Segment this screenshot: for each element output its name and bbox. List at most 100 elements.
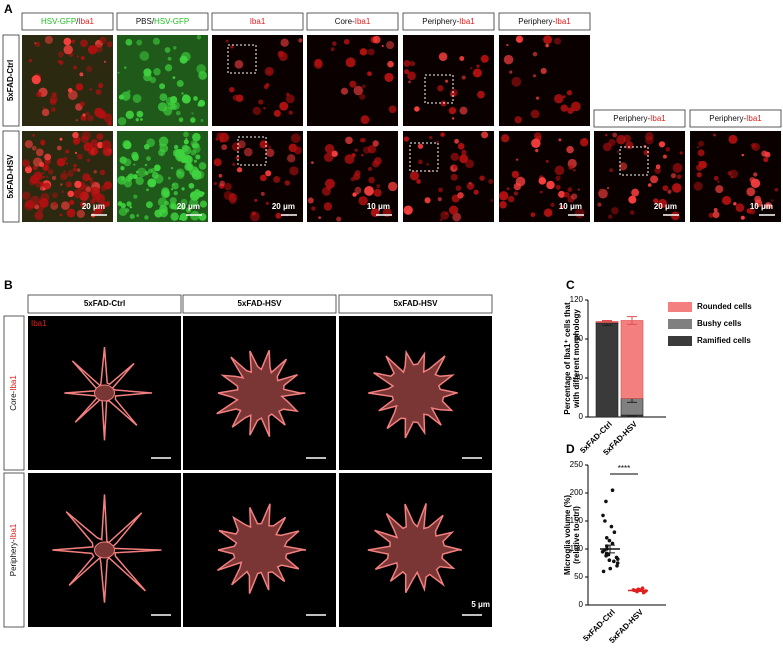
cell [359, 197, 362, 200]
cell [95, 193, 106, 204]
cell [265, 201, 269, 205]
cell [232, 94, 239, 101]
cell [368, 176, 375, 184]
cell [454, 138, 459, 144]
y-tick-label: 150 [570, 516, 584, 525]
cell [288, 110, 293, 115]
cell [662, 154, 667, 159]
cell [170, 188, 173, 191]
cell [560, 104, 568, 112]
cell [139, 51, 150, 61]
cell [708, 212, 714, 218]
cell [352, 192, 357, 197]
cell [503, 54, 514, 65]
cell [188, 182, 195, 189]
cell [479, 175, 485, 181]
cell [344, 154, 355, 165]
header-box [498, 12, 591, 31]
render [339, 316, 492, 470]
cell [39, 199, 45, 205]
cell [35, 181, 42, 188]
cell [120, 202, 126, 209]
label-text: Iba1 [250, 17, 266, 26]
cell [260, 191, 265, 196]
cell [154, 174, 164, 184]
cell [32, 157, 43, 167]
cell [658, 141, 666, 148]
cell [192, 132, 201, 142]
render [183, 316, 336, 470]
cell [50, 107, 56, 112]
cell [35, 148, 44, 157]
cell [628, 195, 637, 204]
cell [293, 146, 302, 155]
cell [35, 41, 41, 47]
cell [407, 71, 416, 81]
cell [530, 109, 540, 119]
cell [388, 105, 397, 114]
cell [198, 213, 207, 221]
cell [418, 159, 423, 165]
cell [574, 208, 585, 219]
cell [307, 197, 314, 204]
cell [554, 94, 564, 104]
data-point [612, 530, 617, 534]
cell [440, 132, 445, 137]
cell [129, 213, 135, 220]
cell [230, 45, 234, 49]
cell [215, 138, 219, 141]
legend-label: Bushy cells [697, 319, 742, 328]
cell [185, 137, 188, 140]
cell [749, 208, 756, 215]
cell [336, 216, 342, 222]
cell [180, 155, 189, 164]
cell [774, 187, 779, 192]
cell [185, 163, 193, 171]
cell [164, 64, 173, 72]
cell [159, 83, 166, 90]
y-tick-label: 0 [579, 412, 584, 421]
data-point [615, 564, 619, 568]
cell [268, 145, 272, 149]
cell [83, 142, 93, 152]
cell [120, 166, 125, 171]
y-tick-label: 250 [570, 460, 584, 469]
cell [263, 84, 269, 90]
cell [608, 138, 616, 147]
cell [167, 176, 171, 180]
cell [286, 154, 296, 163]
cell [665, 146, 671, 152]
cell [172, 148, 181, 158]
y-tick-label: 100 [570, 544, 584, 553]
cell [175, 168, 185, 178]
cell [252, 106, 262, 115]
cell [655, 164, 661, 170]
cell-surface [367, 503, 462, 594]
zoom-box [409, 142, 439, 172]
cell [545, 43, 549, 48]
cell [87, 114, 94, 122]
cell [605, 133, 608, 137]
cell [94, 44, 103, 53]
cell [477, 90, 485, 99]
cell [28, 58, 33, 63]
cell [559, 205, 564, 210]
cell [513, 191, 519, 196]
cell [275, 212, 282, 219]
cell [180, 205, 186, 211]
cell [324, 178, 335, 189]
cell [59, 137, 63, 141]
cell [90, 186, 101, 197]
cell [61, 190, 64, 194]
error-bar [602, 319, 612, 323]
cell [52, 201, 58, 206]
image-bg [403, 35, 494, 126]
cell [259, 140, 268, 149]
cell [289, 166, 299, 176]
cell [284, 180, 290, 186]
label-part: HSV-GFP [154, 17, 189, 26]
cell [36, 91, 42, 98]
cell [67, 90, 78, 100]
cell [698, 160, 701, 164]
cell [387, 60, 394, 68]
